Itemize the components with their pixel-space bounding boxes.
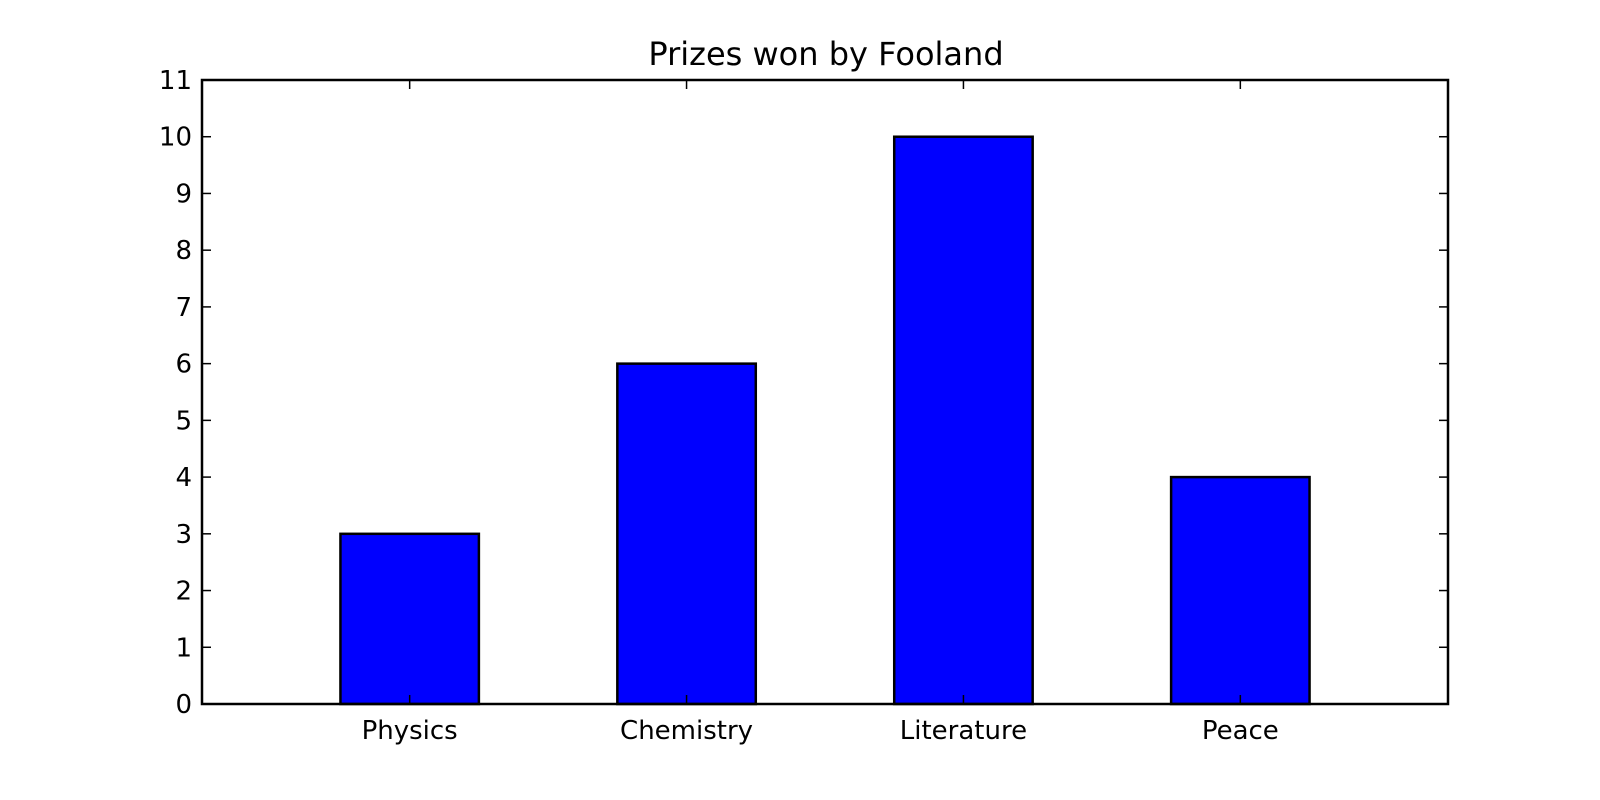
- bars-group: [339, 135, 1311, 706]
- y-tick-label: 4: [175, 463, 192, 493]
- x-tick-label: Physics: [362, 716, 458, 746]
- y-tick-label: 5: [175, 406, 192, 436]
- y-tick-label: 1: [175, 633, 192, 663]
- ticks-group: Physics Chemistry Literature Peace 0 1 2 3 4 5 6 7 8…: [159, 66, 1448, 746]
- y-tick-label: 7: [175, 293, 192, 323]
- y-tick-label: 11: [159, 66, 192, 96]
- y-tick-label: 6: [175, 350, 192, 380]
- bar-chemistry: [616, 362, 758, 706]
- bar-physics: [339, 532, 481, 706]
- y-tick-label: 10: [159, 123, 192, 153]
- y-tick-label: 9: [175, 179, 192, 209]
- y-tick-label: 0: [175, 690, 192, 720]
- x-tick-label: Chemistry: [620, 716, 753, 746]
- y-tick-label: 2: [175, 577, 192, 607]
- x-tick-label: Peace: [1202, 716, 1279, 746]
- y-tick-label: 8: [175, 236, 192, 266]
- chart-title: Prizes won by Fooland: [648, 35, 1003, 73]
- x-tick-label: Literature: [900, 716, 1027, 746]
- bar-literature: [892, 135, 1034, 706]
- plot-area-frame: [200, 78, 1450, 706]
- y-tick-label: 3: [175, 520, 192, 550]
- bar-peace: [1169, 475, 1311, 706]
